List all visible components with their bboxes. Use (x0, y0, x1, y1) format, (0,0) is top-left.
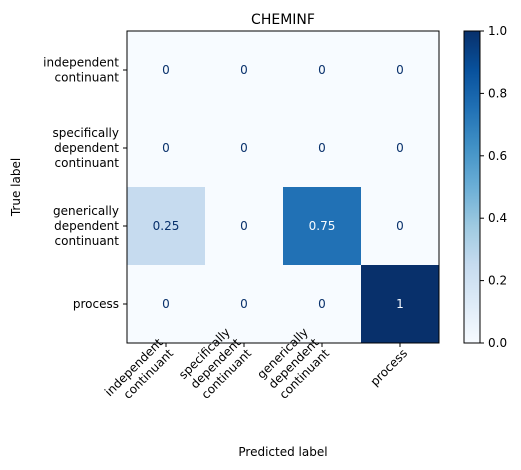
heatmap-cell-labels: 0 0 0 0 0 0 0 0 0.25 0 0.75 0 0 0 0 1 (153, 63, 404, 311)
y-tick-label: continuant (55, 156, 120, 170)
y-tick-label: generically (53, 204, 119, 218)
cell-value-label: 1 (396, 297, 404, 311)
y-tick-label: continuant (55, 234, 120, 248)
cell-value-label: 0 (396, 141, 404, 155)
colorbar-tick-label: 0.6 (488, 149, 507, 163)
colorbar-frame (463, 30, 481, 344)
colorbar-tick-label: 0.8 (488, 86, 507, 100)
cell-value-label: 0 (240, 219, 248, 233)
cell-value-label: 0 (318, 63, 326, 77)
heatmap-cell (205, 31, 283, 109)
chart-title: CHEMINF (251, 12, 315, 28)
y-tick-label: process (73, 297, 119, 311)
heatmap-cell (361, 31, 439, 109)
plot-frame (126, 30, 440, 344)
colorbar-tick-label: 1.0 (488, 24, 507, 38)
cell-value-label: 0 (318, 141, 326, 155)
heatmap-cell (283, 109, 361, 187)
y-tick-label: dependent (54, 141, 119, 155)
cell-value-label: 0 (162, 141, 170, 155)
heatmap-cell (205, 187, 283, 265)
cell-value-label: 0 (318, 297, 326, 311)
heatmap-cell (361, 109, 439, 187)
cell-value-label: 0.75 (309, 219, 336, 233)
y-tick-label: dependent (54, 219, 119, 233)
cell-value-label: 0 (240, 297, 248, 311)
y-tick-label: specifically (53, 126, 119, 140)
cell-value-label: 0 (396, 63, 404, 77)
colorbar: 0.0 0.2 0.4 0.6 0.8 1.0 (463, 24, 507, 350)
heatmap-cell (361, 265, 439, 343)
colorbar-tick-label: 0.2 (488, 274, 507, 288)
heatmap-cell (127, 109, 205, 187)
cell-value-label: 0 (240, 141, 248, 155)
heatmap-cell (361, 187, 439, 265)
colorbar-ticks: 0.0 0.2 0.4 0.6 0.8 1.0 (480, 24, 507, 350)
y-tick-label: continuant (55, 71, 120, 85)
heatmap-cell (205, 109, 283, 187)
x-tick-label: process (368, 346, 411, 389)
colorbar-tick-label: 0.4 (488, 211, 507, 225)
heatmap-cell (283, 31, 361, 109)
x-axis-label: Predicted label (238, 445, 327, 459)
heatmap-cell (127, 31, 205, 109)
y-axis-label: True label (9, 158, 23, 217)
colorbar-tick-label: 0.0 (488, 336, 507, 350)
cell-value-label: 0.25 (153, 219, 180, 233)
cell-value-label: 0 (240, 63, 248, 77)
cell-value-label: 0 (396, 219, 404, 233)
cell-value-label: 0 (162, 297, 170, 311)
colorbar-gradient (464, 31, 480, 343)
heatmap-cell (283, 265, 361, 343)
heatmap-cell (283, 187, 361, 265)
heatmap-cells (127, 31, 439, 343)
heatmap-cell (127, 187, 205, 265)
cell-value-label: 0 (162, 63, 170, 77)
heatmap-cell (205, 265, 283, 343)
y-axis-ticks: independentcontinuantspecificallydepende… (43, 56, 127, 311)
y-tick-label: independent (43, 56, 119, 70)
x-tick-label-group: process (368, 346, 411, 389)
heatmap-cell (127, 265, 205, 343)
